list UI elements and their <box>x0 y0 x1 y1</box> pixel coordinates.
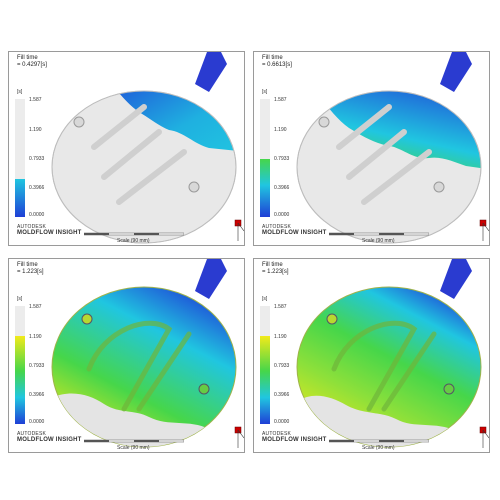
result-panel-2: Fill time = 0.6613[s] [s] 1.587 1.190 0.… <box>253 51 490 246</box>
part-render <box>51 52 237 244</box>
legend-tick: 1.190 <box>29 334 42 340</box>
fill-time-value: = 0.6613[s] <box>262 62 292 68</box>
color-legend-bar <box>260 99 270 217</box>
scale-label: Scale (90 mm) <box>117 238 150 244</box>
color-legend-bar <box>15 99 25 217</box>
brand-moldflow: MOLDFLOW INSIGHT <box>17 230 82 236</box>
fill-time-label: Fill time <box>262 55 283 61</box>
legend-tick-min: 0.0000 <box>29 212 45 218</box>
legend-tick-min: 0.0000 <box>274 419 290 425</box>
result-panel-1: Fill time = 0.4297[s] [s] 1.587 1.190 0.… <box>8 51 245 246</box>
scale-label: Scale (90 mm) <box>362 238 395 244</box>
axis-triad-icon <box>479 426 489 448</box>
legend-tick: 0.3966 <box>274 185 290 191</box>
brand-moldflow: MOLDFLOW INSIGHT <box>17 437 82 443</box>
scale-label: Scale (90 mm) <box>117 445 150 451</box>
legend-tick: 0.7933 <box>274 363 290 369</box>
legend-tick-max: 1.587 <box>274 97 287 103</box>
fill-time-label: Fill time <box>17 55 38 61</box>
legend-unit: [s] <box>17 296 23 302</box>
legend-tick: 0.3966 <box>274 392 290 398</box>
runner <box>440 259 472 299</box>
legend-tick-min: 0.0000 <box>274 212 290 218</box>
result-panel-4: Fill time = 1.223[s] [s] 1.587 1.190 0.7… <box>253 258 490 453</box>
legend-tick: 1.190 <box>29 127 42 133</box>
legend-tick-max: 1.587 <box>29 304 42 310</box>
fill-time-label: Fill time <box>262 262 283 268</box>
part-render <box>296 259 482 448</box>
fill-time-value: = 1.223[s] <box>17 269 44 275</box>
runner <box>440 52 472 92</box>
part-render <box>51 259 237 448</box>
brand-autodesk: AUTODESK <box>262 431 292 437</box>
brand-autodesk: AUTODESK <box>17 224 47 230</box>
result-panel-3: Fill time = 1.223[s] [s] 1.587 1.190 0.7… <box>8 258 245 453</box>
fill-time-label: Fill time <box>17 262 38 268</box>
legend-tick: 0.3966 <box>29 185 45 191</box>
scale-label: Scale (90 mm) <box>362 445 395 451</box>
legend-tick-min: 0.0000 <box>29 419 45 425</box>
axis-triad-icon <box>479 219 489 241</box>
scale-bar <box>329 232 429 236</box>
fill-time-value: = 1.223[s] <box>262 269 289 275</box>
color-legend-bar <box>15 306 25 424</box>
legend-tick: 0.7933 <box>29 156 45 162</box>
legend-tick-max: 1.587 <box>274 304 287 310</box>
runner <box>195 52 227 92</box>
brand-autodesk: AUTODESK <box>262 224 292 230</box>
color-legend-bar <box>260 306 270 424</box>
scale-bar <box>84 439 184 443</box>
scale-bar <box>329 439 429 443</box>
brand-moldflow: MOLDFLOW INSIGHT <box>262 230 327 236</box>
axis-triad-icon <box>234 219 244 241</box>
legend-tick: 0.3966 <box>29 392 45 398</box>
legend-tick: 1.190 <box>274 334 287 340</box>
fill-time-value: = 0.4297[s] <box>17 62 47 68</box>
legend-unit: [s] <box>17 89 23 95</box>
brand-moldflow: MOLDFLOW INSIGHT <box>262 437 327 443</box>
part-render <box>296 52 482 244</box>
scale-bar <box>84 232 184 236</box>
legend-unit: [s] <box>262 89 268 95</box>
legend-tick-max: 1.587 <box>29 97 42 103</box>
legend-tick: 0.7933 <box>274 156 290 162</box>
brand-autodesk: AUTODESK <box>17 431 47 437</box>
legend-tick: 1.190 <box>274 127 287 133</box>
runner <box>195 259 227 299</box>
legend-unit: [s] <box>262 296 268 302</box>
legend-tick: 0.7933 <box>29 363 45 369</box>
axis-triad-icon <box>234 426 244 448</box>
